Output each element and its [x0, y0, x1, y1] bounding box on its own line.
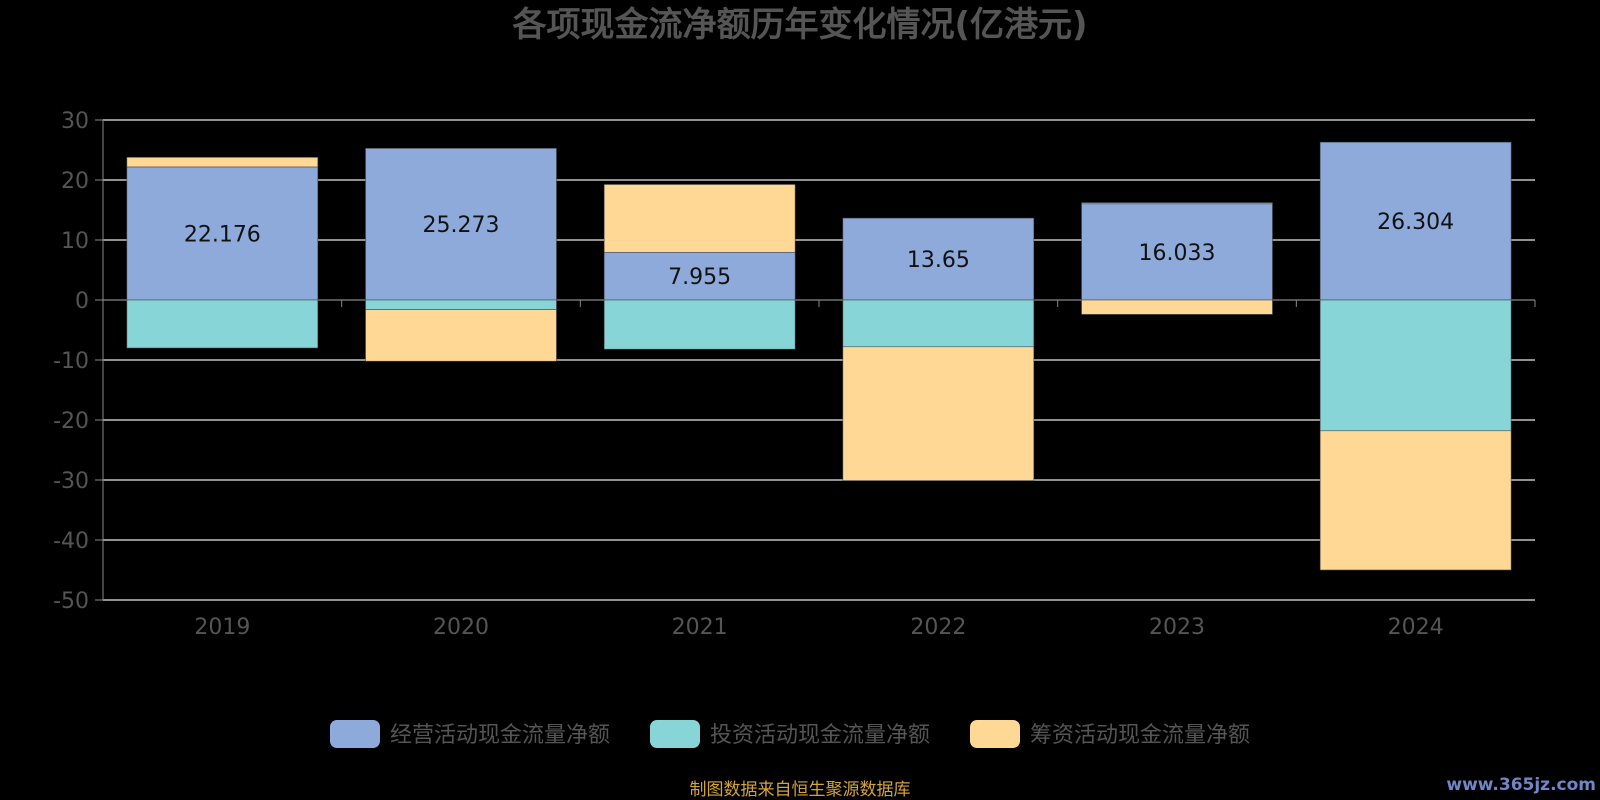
x-tick-label: 2021: [672, 615, 728, 640]
y-tick-label: 0: [75, 289, 89, 314]
x-tick-label: 2022: [910, 615, 966, 640]
y-tick-label: -20: [53, 409, 89, 434]
bar-value-label: 7.955: [668, 265, 731, 290]
y-tick-label: 10: [61, 229, 89, 254]
bar-segment: [842, 299, 1035, 348]
bar-segment: [603, 251, 796, 301]
bar-value-label: 16.033: [1139, 241, 1216, 266]
bar-segment: [1081, 203, 1273, 301]
bar-segment: [126, 166, 319, 301]
y-tick-label: 20: [61, 169, 89, 194]
bar-value-label: 25.273: [423, 213, 500, 238]
legend-label: 经营活动现金流量净额: [390, 723, 610, 748]
watermark: www.365jz.com: [1446, 775, 1596, 795]
legend: 经营活动现金流量净额 投资活动现金流量净额 筹资活动现金流量净额: [330, 720, 1250, 748]
bar-segment: [126, 157, 319, 168]
y-tick-label: -50: [53, 589, 89, 614]
x-tick-label: 2024: [1388, 615, 1444, 640]
bar-value-label: 13.65: [907, 248, 970, 273]
bar-segment: [126, 299, 319, 349]
legend-label: 筹资活动现金流量净额: [1030, 723, 1250, 748]
bar-segment: [1319, 299, 1512, 432]
y-tick-label: -10: [53, 349, 89, 374]
bar-value-label: 22.176: [184, 222, 261, 247]
legend-swatch: [970, 720, 1020, 748]
bar-segment: [842, 346, 1035, 481]
legend-swatch: [650, 720, 700, 748]
bar-segment: [365, 148, 557, 301]
bar-segment: [365, 309, 557, 362]
legend-swatch: [330, 720, 380, 748]
bar-segment: [1319, 141, 1512, 301]
x-tick-label: 2020: [433, 615, 489, 640]
grid: 30 20 10 0 -10 -20 -30 -40 -50 2019 2020 2021 2022 20…: [53, 109, 1536, 640]
bar-segment: [603, 299, 796, 350]
bar-segment: [1081, 202, 1273, 205]
bar-segment: [603, 184, 796, 253]
x-tick-label: 2019: [194, 615, 250, 640]
y-tick-label: -30: [53, 469, 89, 494]
bar-segment: [1319, 430, 1512, 571]
source-note: 制图数据来自恒生聚源数据库: [690, 780, 911, 800]
legend-label: 投资活动现金流量净额: [710, 723, 930, 748]
chart-title: 各项现金流净额历年变化情况(亿港元): [512, 5, 1087, 45]
y-tick-label: 30: [61, 109, 89, 134]
bar-segment: [365, 299, 557, 310]
bars: [126, 141, 1512, 571]
bar-segment: [842, 217, 1035, 301]
y-tick-label: -40: [53, 529, 89, 554]
data-labels: 22.176 25.273 7.955 13.65 16.033 26.304: [184, 210, 1454, 290]
bar-segment: [1081, 299, 1273, 315]
bar-value-label: 26.304: [1377, 210, 1454, 235]
x-tick-label: 2023: [1149, 615, 1205, 640]
